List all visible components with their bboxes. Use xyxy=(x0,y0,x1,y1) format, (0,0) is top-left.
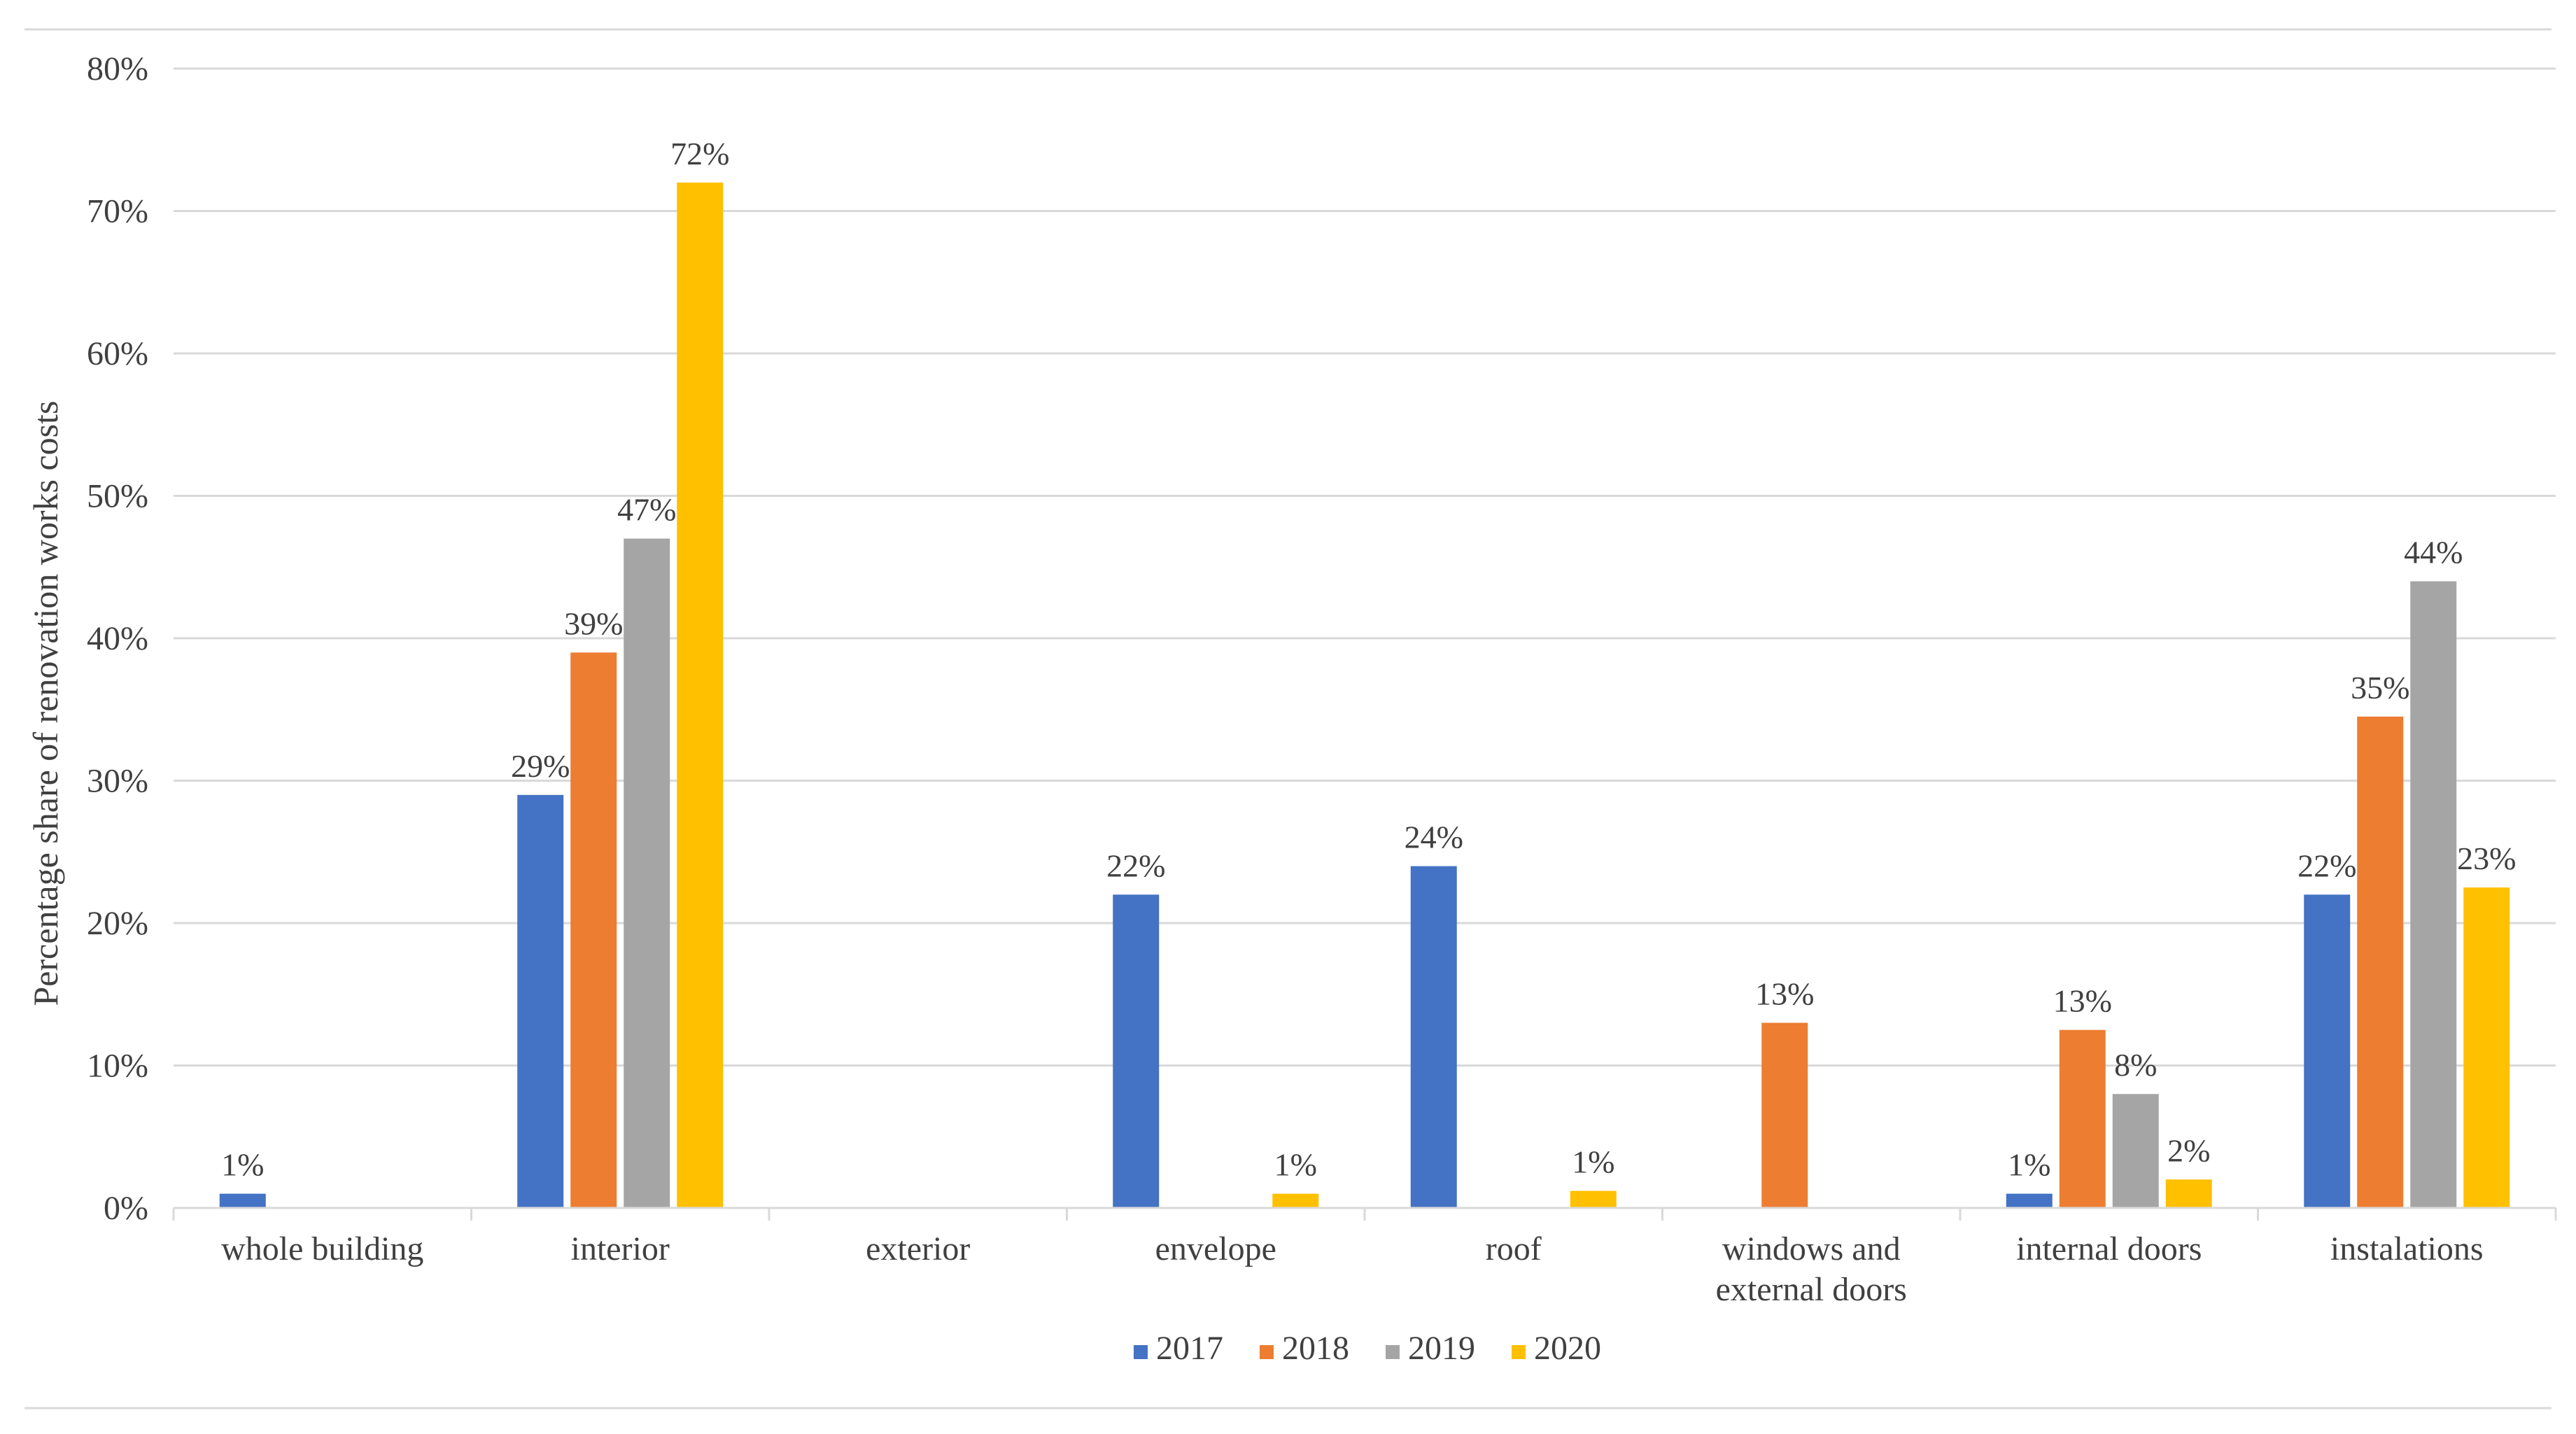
data-label: 35% xyxy=(2351,670,2409,705)
y-tick-label: 80% xyxy=(87,50,148,87)
data-label: 2% xyxy=(2167,1132,2210,1168)
legend-swatch xyxy=(1260,1345,1274,1359)
legend-label: 2017 xyxy=(1156,1330,1223,1367)
bars xyxy=(219,182,2510,1208)
data-label: 39% xyxy=(564,605,623,641)
x-tick-label: internal doors xyxy=(2016,1230,2202,1267)
data-label: 72% xyxy=(670,136,729,171)
data-label: 1% xyxy=(1572,1144,1614,1180)
bar-2019 xyxy=(624,538,670,1208)
bar-2017 xyxy=(517,794,564,1208)
bar-2017 xyxy=(1113,894,1160,1208)
data-label: 22% xyxy=(2297,848,2356,883)
y-tick-label: 30% xyxy=(87,763,148,800)
bar-2019 xyxy=(2410,581,2457,1208)
x-tick-label: windows and xyxy=(1722,1230,1901,1267)
bar-2020 xyxy=(677,182,724,1208)
y-tick-label: 60% xyxy=(87,335,148,372)
legend-swatch xyxy=(1134,1345,1148,1359)
bar-2018 xyxy=(570,652,617,1208)
y-axis-title: Percentage share of renovation works cos… xyxy=(26,401,65,1006)
legend-label: 2019 xyxy=(1408,1330,1475,1367)
bar-2017 xyxy=(2304,894,2351,1208)
bar-2017 xyxy=(2006,1193,2053,1208)
data-label: 23% xyxy=(2457,841,2516,876)
data-label: 1% xyxy=(2008,1147,2050,1183)
y-tick-label: 70% xyxy=(87,193,148,230)
x-tick-label: envelope xyxy=(1155,1230,1276,1267)
legend-swatch xyxy=(1512,1345,1526,1359)
x-tick-label: external doors xyxy=(1716,1271,1907,1308)
data-label: 1% xyxy=(221,1147,264,1183)
bar-2018 xyxy=(1761,1022,1808,1208)
x-tick-label: instalations xyxy=(2330,1230,2484,1267)
data-label: 22% xyxy=(1106,848,1165,883)
legend-swatch xyxy=(1386,1345,1400,1359)
x-tick-label: exterior xyxy=(866,1230,970,1267)
bar-2017 xyxy=(1410,866,1457,1208)
bar-2019 xyxy=(2112,1094,2159,1208)
legend: 2017 2018 2019 2020 xyxy=(1134,1330,1601,1367)
bar-2020 xyxy=(1272,1193,1319,1208)
bar-2020 xyxy=(2463,887,2510,1208)
data-label: 8% xyxy=(2114,1047,2157,1083)
data-labels: 1% 29% 22% 24% 1% 22% 39% 13% 13% 35% 47% 8% 44% 72% 1… xyxy=(221,136,2516,1183)
data-label: 44% xyxy=(2404,535,2463,570)
y-tick-label: 20% xyxy=(87,905,148,942)
data-label: 1% xyxy=(1274,1147,1317,1183)
data-label: 24% xyxy=(1405,820,1463,855)
legend-label: 2018 xyxy=(1282,1330,1349,1367)
data-label: 13% xyxy=(1755,976,1814,1011)
bar-2018 xyxy=(2059,1029,2106,1208)
axes: 0% 10% 20% 30% 40% 50% 60% 70% 80% whole building… xyxy=(87,50,2557,1308)
x-tick-label: whole building xyxy=(221,1230,423,1267)
x-tick-label: interior xyxy=(571,1230,670,1267)
data-label: 29% xyxy=(511,748,570,784)
y-tick-label: 10% xyxy=(87,1048,148,1085)
y-tick-label: 40% xyxy=(87,620,148,657)
legend-label: 2020 xyxy=(1534,1330,1601,1367)
bar-2020 xyxy=(1570,1190,1617,1208)
bar-2020 xyxy=(2165,1179,2212,1208)
bar-2018 xyxy=(2357,716,2404,1208)
data-label: 47% xyxy=(617,492,676,528)
x-tick-label: roof xyxy=(1486,1230,1542,1267)
y-tick-label: 50% xyxy=(87,478,148,515)
y-tick-label: 0% xyxy=(104,1190,148,1227)
bar-2017 xyxy=(219,1193,266,1208)
data-label: 13% xyxy=(2053,983,2112,1019)
